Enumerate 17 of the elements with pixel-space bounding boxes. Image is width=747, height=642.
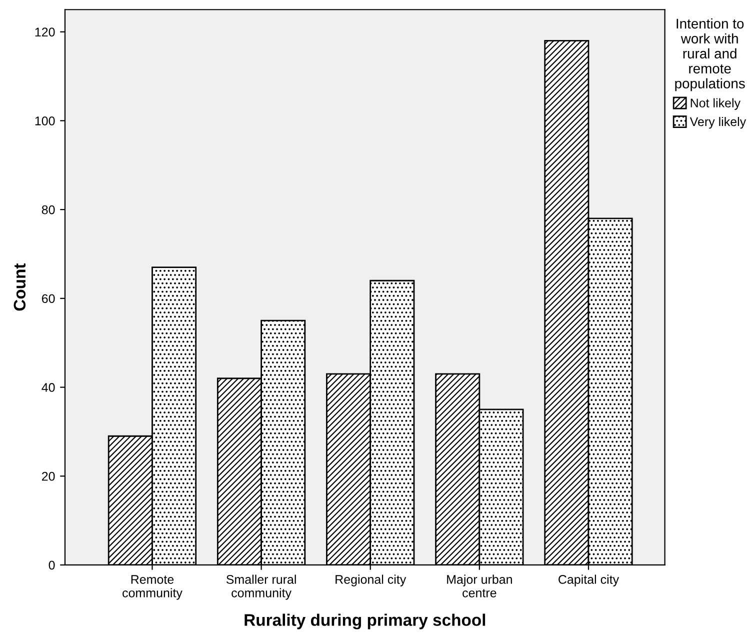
- legend-label: Very likely: [690, 116, 746, 129]
- x-axis-title: Rurality during primary school: [244, 614, 486, 630]
- x-tick-label: Regional city: [336, 574, 406, 586]
- x-tick-label: Capital city: [558, 574, 620, 586]
- legend-label: Not likely: [690, 98, 741, 110]
- y-tick-label: 80: [42, 205, 55, 214]
- y-axis-title: Count: [14, 263, 26, 311]
- x-tick-label: Remote community: [122, 575, 182, 600]
- y-tick-label: 100: [35, 116, 55, 126]
- y-tick-label: 60: [42, 294, 55, 304]
- y-tick-label: 40: [42, 383, 55, 392]
- x-tick-label: Major urban centre: [447, 574, 512, 598]
- y-tick-label: 120: [35, 28, 55, 36]
- y-tick-label: 20: [42, 472, 55, 481]
- y-tick-label: 0: [48, 560, 55, 570]
- x-tick-label: Smaller rural community: [226, 574, 296, 600]
- legend-title: Intention to work with rural and remote populations: [675, 18, 745, 92]
